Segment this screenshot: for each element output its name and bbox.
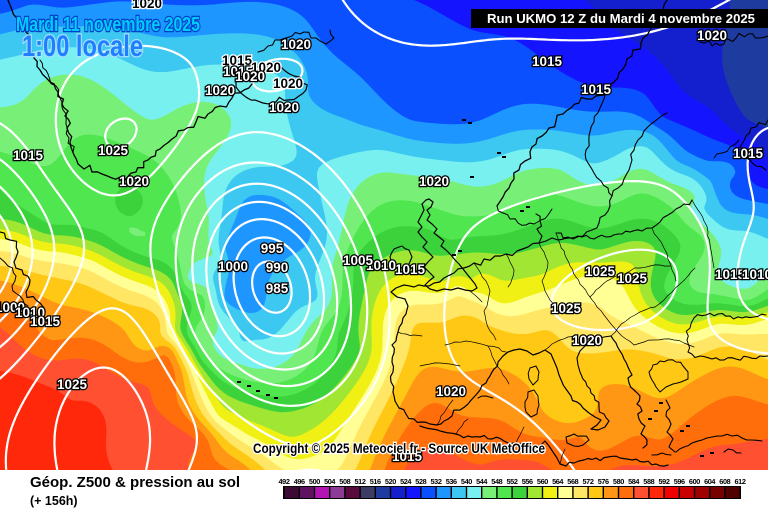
svg-text:990: 990 <box>266 260 289 275</box>
svg-text:560: 560 <box>537 477 548 486</box>
svg-text:556: 556 <box>522 477 533 486</box>
svg-text:1020: 1020 <box>235 69 265 84</box>
svg-text:544: 544 <box>476 477 488 486</box>
svg-text:1020: 1020 <box>269 100 299 115</box>
svg-text:508: 508 <box>339 477 350 486</box>
svg-text:1015: 1015 <box>715 267 746 282</box>
svg-text:1025: 1025 <box>98 143 129 158</box>
svg-text:Géop. Z500 & pression au sol: Géop. Z500 & pression au sol <box>30 474 240 491</box>
svg-text:1015: 1015 <box>222 53 253 68</box>
svg-text:1020: 1020 <box>119 174 149 189</box>
svg-text:500: 500 <box>309 477 320 486</box>
svg-text:1025: 1025 <box>617 271 648 286</box>
svg-text:1015: 1015 <box>13 148 44 163</box>
svg-text:1020: 1020 <box>281 37 311 52</box>
svg-text:520: 520 <box>385 477 396 486</box>
svg-text:1:00 locale: 1:00 locale <box>22 30 143 63</box>
svg-text:564: 564 <box>552 477 564 486</box>
svg-text:Run UKMO 12 Z du Mardi 4 novem: Run UKMO 12 Z du Mardi 4 novembre 2025 <box>487 11 755 26</box>
svg-text:512: 512 <box>355 477 366 486</box>
svg-text:532: 532 <box>431 477 442 486</box>
svg-text:1020: 1020 <box>205 83 235 98</box>
svg-text:548: 548 <box>491 477 502 486</box>
svg-text:592: 592 <box>659 477 670 486</box>
svg-text:1010: 1010 <box>366 258 396 273</box>
svg-text:1020: 1020 <box>572 333 602 348</box>
svg-text:995: 995 <box>261 241 284 256</box>
svg-text:552: 552 <box>507 477 518 486</box>
svg-text:588: 588 <box>643 477 654 486</box>
svg-text:584: 584 <box>628 477 640 486</box>
svg-text:1025: 1025 <box>57 377 88 392</box>
svg-text:580: 580 <box>613 477 624 486</box>
svg-text:Mardi 11 novembre 2025: Mardi 11 novembre 2025 <box>16 14 200 36</box>
svg-text:568: 568 <box>567 477 578 486</box>
svg-text:1000: 1000 <box>0 300 25 315</box>
svg-text:985: 985 <box>266 281 289 296</box>
svg-text:524: 524 <box>400 477 412 486</box>
svg-text:1010: 1010 <box>742 267 768 282</box>
svg-text:1015: 1015 <box>532 54 563 69</box>
svg-text:608: 608 <box>719 477 730 486</box>
svg-text:1020: 1020 <box>251 60 281 75</box>
svg-text:612: 612 <box>735 477 746 486</box>
svg-text:1015: 1015 <box>392 449 423 464</box>
svg-text:496: 496 <box>294 477 305 486</box>
svg-text:1025: 1025 <box>585 264 616 279</box>
svg-text:1015: 1015 <box>581 82 612 97</box>
svg-text:Copyright © 2025 Meteociel.fr: Copyright © 2025 Meteociel.fr - Source U… <box>253 441 545 456</box>
svg-text:1015: 1015 <box>733 146 764 161</box>
svg-text:1010: 1010 <box>15 305 45 320</box>
svg-text:1020: 1020 <box>132 0 162 11</box>
svg-text:572: 572 <box>583 477 594 486</box>
svg-text:(+ 156h): (+ 156h) <box>30 494 78 508</box>
svg-text:596: 596 <box>674 477 685 486</box>
svg-text:1025: 1025 <box>551 301 582 316</box>
svg-text:1020: 1020 <box>436 384 466 399</box>
svg-text:528: 528 <box>415 477 426 486</box>
svg-text:600: 600 <box>689 477 700 486</box>
svg-text:576: 576 <box>598 477 609 486</box>
svg-text:492: 492 <box>279 477 290 486</box>
svg-text:516: 516 <box>370 477 381 486</box>
svg-text:1015: 1015 <box>395 262 426 277</box>
svg-text:540: 540 <box>461 477 472 486</box>
svg-text:1005: 1005 <box>343 253 374 268</box>
svg-text:1020: 1020 <box>273 76 303 91</box>
svg-text:1015: 1015 <box>30 314 61 329</box>
svg-text:1020: 1020 <box>419 174 449 189</box>
svg-text:1020: 1020 <box>697 28 727 43</box>
svg-text:1000: 1000 <box>218 259 248 274</box>
svg-text:604: 604 <box>704 477 716 486</box>
svg-text:504: 504 <box>324 477 336 486</box>
svg-text:536: 536 <box>446 477 457 486</box>
svg-text:1015: 1015 <box>223 64 254 79</box>
